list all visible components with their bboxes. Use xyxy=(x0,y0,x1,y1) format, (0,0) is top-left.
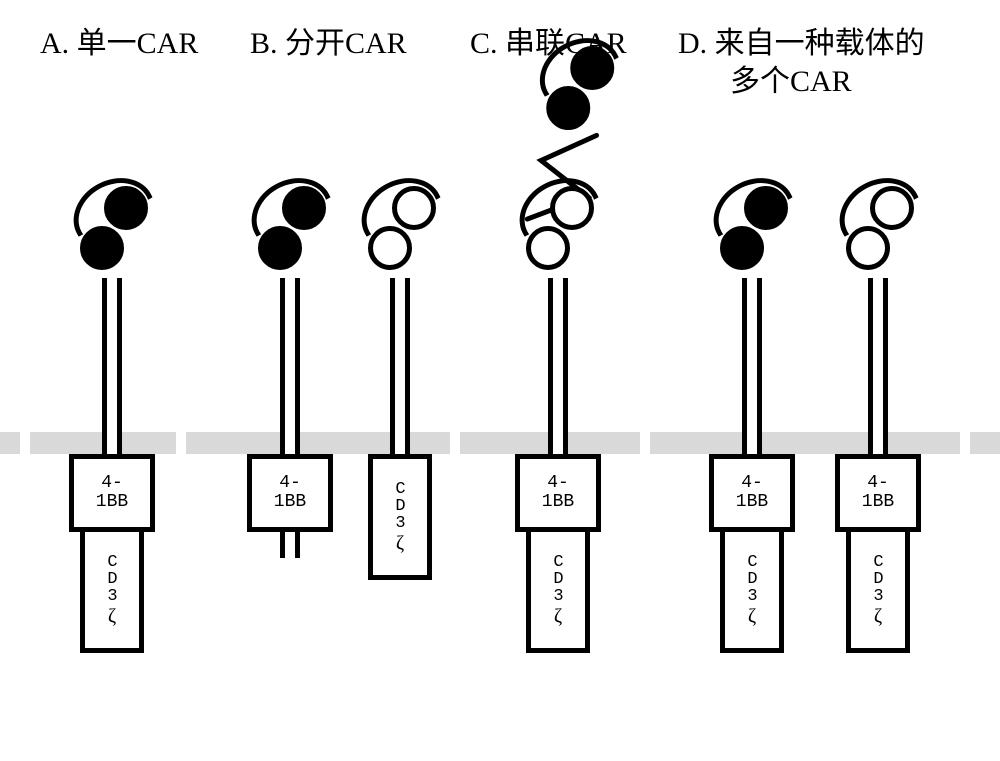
bb-line2: 1BB xyxy=(96,493,128,512)
box-41bb: 4- 1BB xyxy=(515,454,601,532)
scfv-black xyxy=(244,186,336,290)
cd3-text: CD3 xyxy=(391,480,409,531)
bb-line2: 1BB xyxy=(274,493,306,512)
box-41bb: 4- 1BB xyxy=(835,454,921,532)
cd3-text: CD3 xyxy=(549,553,567,604)
zeta-symbol: ζ xyxy=(748,604,756,627)
cd3-text: CD3 xyxy=(869,553,887,604)
bb-line1: 4- xyxy=(741,474,763,493)
box-cd3z: CD3 ζ xyxy=(526,527,590,653)
box-41bb: 4- 1BB xyxy=(247,454,333,532)
bb-line1: 4- xyxy=(867,474,889,493)
box-41bb: 4- 1BB xyxy=(709,454,795,532)
intracellular-domains: 4- 1BB CD3 ζ xyxy=(835,454,921,653)
zeta-symbol: ζ xyxy=(554,604,562,627)
bb-line2: 1BB xyxy=(542,493,574,512)
panel-a-title: A. 单一CAR xyxy=(40,18,198,62)
panel-d-title-line2: 多个CAR xyxy=(730,56,852,100)
box-cd3z: CD3 ζ xyxy=(846,527,910,653)
bb-line2: 1BB xyxy=(736,493,768,512)
bb-line1: 4- xyxy=(547,474,569,493)
scfv-open-lower xyxy=(512,186,604,290)
panel-b-title: B. 分开CAR xyxy=(250,18,407,62)
intracellular-domains: 4- 1BB CD3 ζ xyxy=(709,454,795,653)
scfv-black xyxy=(706,186,798,290)
zeta-symbol: ζ xyxy=(108,604,116,627)
cd3-text: CD3 xyxy=(103,553,121,604)
box-cd3z: CD3 ζ xyxy=(368,454,432,580)
membrane xyxy=(0,432,1000,454)
diagram-stage: A. 单一CAR B. 分开CAR C. 串联CAR D. 来自一种载体的 多个… xyxy=(0,0,1000,761)
bb-line1: 4- xyxy=(279,474,301,493)
scfv-open xyxy=(832,186,924,290)
intracellular-domains: 4- 1BB CD3 ζ xyxy=(515,454,601,653)
scfv-black-upper xyxy=(532,46,624,150)
scfv-black xyxy=(66,186,158,290)
scfv-open xyxy=(354,186,446,290)
intracellular-domains: CD3 ζ xyxy=(357,454,443,580)
intracellular-domains: 4- 1BB CD3 ζ xyxy=(69,454,155,653)
zeta-symbol: ζ xyxy=(396,531,404,554)
box-cd3z: CD3 ζ xyxy=(720,527,784,653)
bb-line1: 4- xyxy=(101,474,123,493)
intracellular-domains: 4- 1BB xyxy=(247,454,333,532)
bb-line2: 1BB xyxy=(862,493,894,512)
zeta-symbol: ζ xyxy=(874,604,882,627)
box-41bb: 4- 1BB xyxy=(69,454,155,532)
box-cd3z: CD3 ζ xyxy=(80,527,144,653)
cd3-text: CD3 xyxy=(743,553,761,604)
